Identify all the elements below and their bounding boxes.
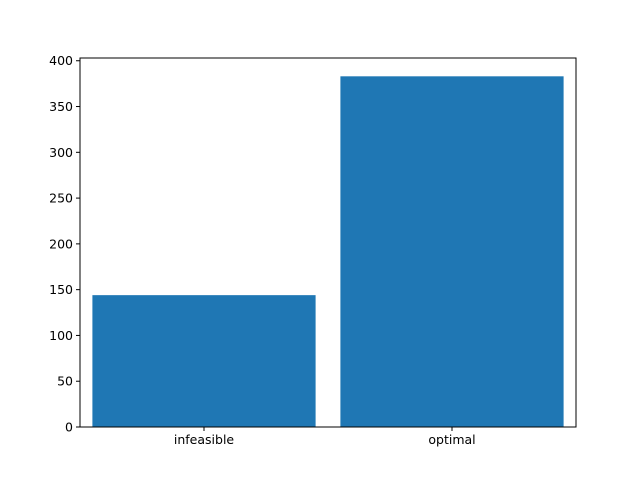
plot-frame	[79, 57, 577, 428]
x-tick-label-optimal: optimal	[428, 432, 475, 447]
y-tick-label: 50	[57, 374, 73, 389]
y-tick-label: 0	[65, 420, 73, 435]
y-tick-label: 400	[49, 53, 73, 68]
y-tick-label: 250	[49, 191, 73, 206]
x-tick-label-infeasible: infeasible	[174, 432, 235, 447]
y-tick-label: 200	[49, 236, 73, 251]
y-tick-label: 350	[49, 99, 73, 114]
bar-infeasible	[92, 295, 316, 427]
y-tick-label: 300	[49, 145, 73, 160]
y-tick-label: 150	[49, 282, 73, 297]
bar-optimal	[340, 76, 564, 427]
bars-group	[92, 76, 564, 427]
x-axis: infeasible optimal	[174, 427, 476, 447]
y-tick-label: 100	[49, 328, 73, 343]
y-axis: 0 50 100 150 200 250 300 350 400	[49, 53, 80, 435]
